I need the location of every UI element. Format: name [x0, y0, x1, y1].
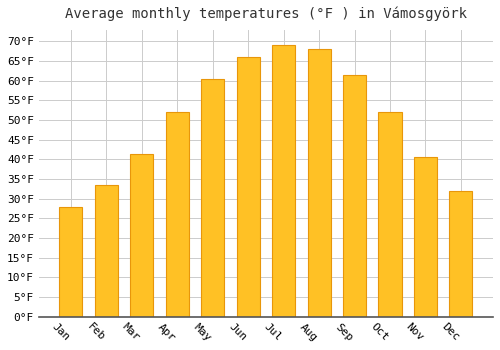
Bar	[272, 45, 295, 317]
Bar	[378, 112, 402, 317]
Bar	[130, 154, 154, 317]
Bar	[343, 75, 366, 317]
Bar	[201, 79, 224, 317]
Bar	[450, 191, 472, 317]
Title: Average monthly temperatures (°F ) in Vámosgyörk: Average monthly temperatures (°F ) in Vá…	[65, 7, 467, 21]
Bar	[60, 206, 82, 317]
Bar	[308, 49, 330, 317]
Bar	[166, 112, 189, 317]
Bar	[236, 57, 260, 317]
Bar	[95, 185, 118, 317]
Bar	[414, 158, 437, 317]
